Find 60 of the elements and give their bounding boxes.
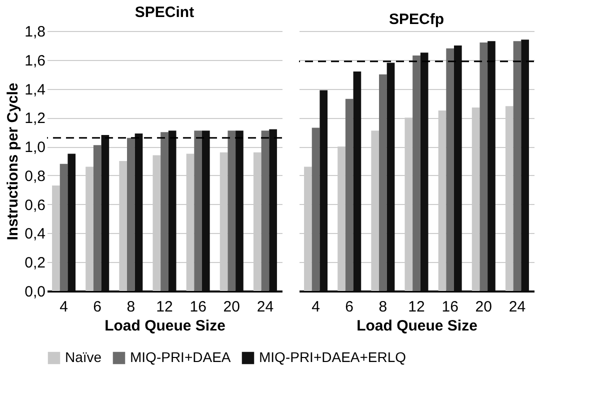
bar [521,40,529,291]
x-tick-label: 24 [256,298,274,316]
chart-title: SPECint [134,4,194,21]
x-tick-label: 24 [508,298,526,316]
y-tick-label: 1,8 [24,24,46,40]
bar [513,41,522,291]
x-tick-label: 16 [190,298,206,316]
x-tick-label: 12 [156,298,173,316]
x-axis-title: Load Queue Size [356,318,478,334]
x-tick-label: 4 [60,298,68,316]
y-tick-label: 1,4 [24,81,46,98]
bar [269,129,277,291]
bar [261,130,270,291]
x-tick-label: 20 [223,298,240,316]
x-tick-label: 8 [126,298,136,316]
x-tick-label: 20 [475,298,492,316]
bar [353,71,362,291]
y-tick-label: 0,2 [24,254,46,272]
bar [134,134,143,291]
bar [386,62,395,291]
bar [93,145,102,291]
bar [194,130,202,291]
bar [454,45,462,291]
x-tick-label: 6 [345,298,354,316]
x-tick-label: 16 [442,298,458,316]
y-tick-label: 0,0 [24,284,46,300]
bar [160,132,168,291]
bar [480,42,488,291]
chart-title: SPECfp [388,11,444,28]
y-tick-label: 0,6 [24,196,46,214]
bar [60,164,68,291]
bar [446,48,454,291]
y-tick-label: 0,4 [24,226,46,243]
y-tick-label: 0,8 [24,168,46,185]
bar [312,128,320,291]
x-tick-label: 6 [93,298,102,316]
y-tick-label: 1,0 [24,139,46,156]
legend-label: MIQ-PRI+DAEA+ERLQ [259,349,406,365]
bar [68,154,76,291]
x-tick-label: 8 [378,298,388,316]
bar [412,56,420,291]
x-tick-label: 12 [408,298,425,316]
y-axis-title: Instructions per Cycle [4,82,22,240]
legend-label: MIQ-PRI+DAEA [130,349,232,365]
y-tick-label: 1,2 [24,110,46,128]
bar [168,130,176,291]
bar [379,74,387,291]
y-tick-label: 1,6 [24,52,46,70]
bar [320,90,328,291]
legend-label: Naïve [65,349,102,365]
bar [236,130,244,291]
bar [228,130,236,291]
bar [127,138,135,291]
x-tick-label: 4 [312,298,320,316]
bar [101,135,110,291]
x-axis-title: Load Queue Size [104,318,226,334]
bar [202,130,210,291]
bar [488,41,496,291]
bar [345,98,354,291]
bar [420,52,428,291]
